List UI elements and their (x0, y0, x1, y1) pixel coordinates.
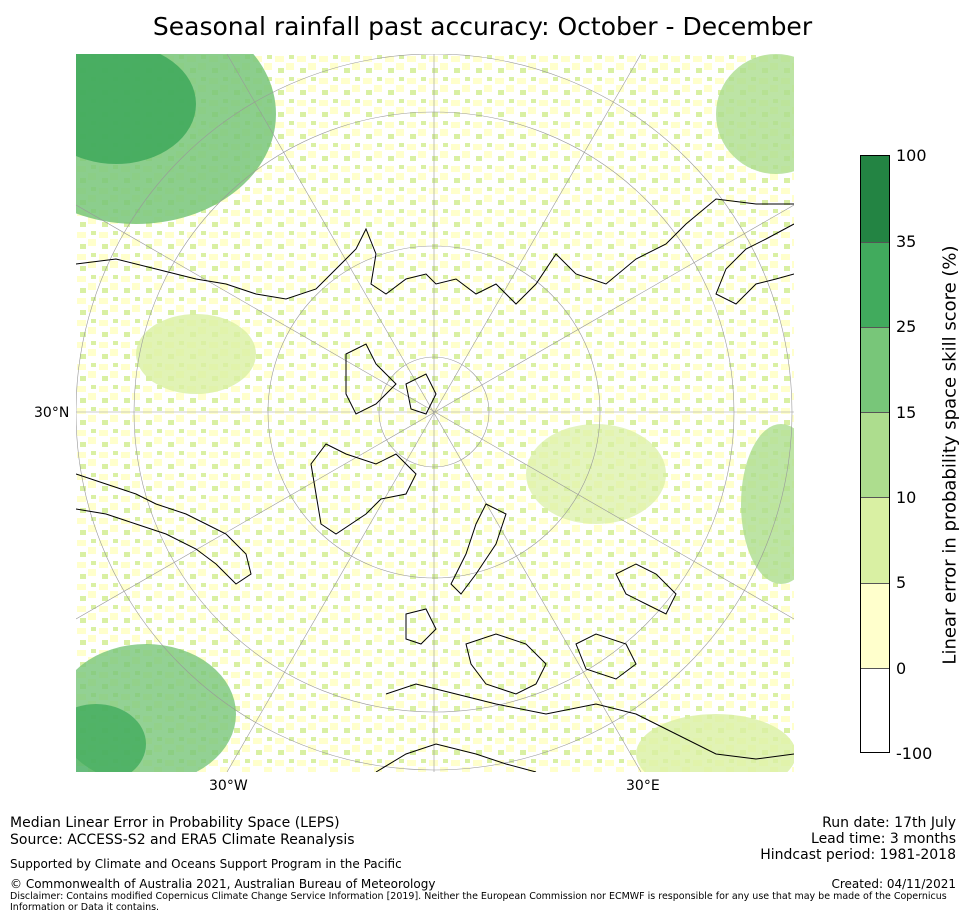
skill-patch (136, 314, 256, 394)
colorbar-segment (861, 668, 889, 752)
colorbar-segment (861, 583, 889, 668)
hindcast-period: Hindcast period: 1981-2018 (760, 847, 956, 863)
colorbar-tick: 100 (896, 146, 927, 165)
lat-label-30n: 30°N (34, 405, 70, 421)
colorbar-tick: 0 (896, 659, 907, 678)
run-date: Run date: 17th July (822, 815, 956, 831)
footer-description: Median Linear Error in Probability Space… (10, 815, 340, 831)
colorbar-tick: 15 (896, 403, 917, 422)
skill-patch (741, 424, 794, 584)
colorbar-title: Linear error in probability space skill … (939, 245, 961, 665)
lead-time: Lead time: 3 months (811, 831, 956, 847)
colorbar-tick: 5 (896, 573, 907, 592)
skill-patch (76, 704, 146, 772)
created-date: Created: 04/11/2021 (831, 877, 956, 891)
footer-disclaimer: Disclaimer: Contains modified Copernicus… (10, 891, 947, 913)
graticule (76, 54, 794, 772)
map-title: Seasonal rainfall past accuracy: October… (152, 12, 813, 41)
footer-source: Source: ACCESS-S2 and ERA5 Climate Reana… (10, 832, 355, 848)
colorbar-tick: 10 (896, 488, 917, 507)
map-canvas (76, 54, 794, 772)
colorbar-tick: 25 (896, 317, 917, 336)
footer-copyright: © Commonwealth of Australia 2021, Austra… (10, 877, 436, 891)
lon-label-30w: 30°W (209, 778, 248, 794)
skill-patch (526, 424, 666, 524)
colorbar-segment (861, 412, 889, 497)
skill-patch (636, 714, 794, 772)
colorbar-tick: -100 (896, 744, 933, 763)
lon-label-30e: 30°E (626, 778, 660, 794)
skill-patch (76, 54, 196, 164)
colorbar-segment (861, 327, 889, 412)
skill-patch (716, 54, 794, 174)
colorbar-segment (861, 497, 889, 583)
colorbar (860, 155, 890, 753)
footer-support: Supported by Climate and Oceans Support … (10, 857, 402, 871)
coastlines (76, 198, 794, 772)
polar-map (76, 54, 794, 772)
colorbar-segment (861, 156, 889, 242)
colorbar-segment (861, 242, 889, 327)
colorbar-tick: 35 (896, 232, 917, 251)
